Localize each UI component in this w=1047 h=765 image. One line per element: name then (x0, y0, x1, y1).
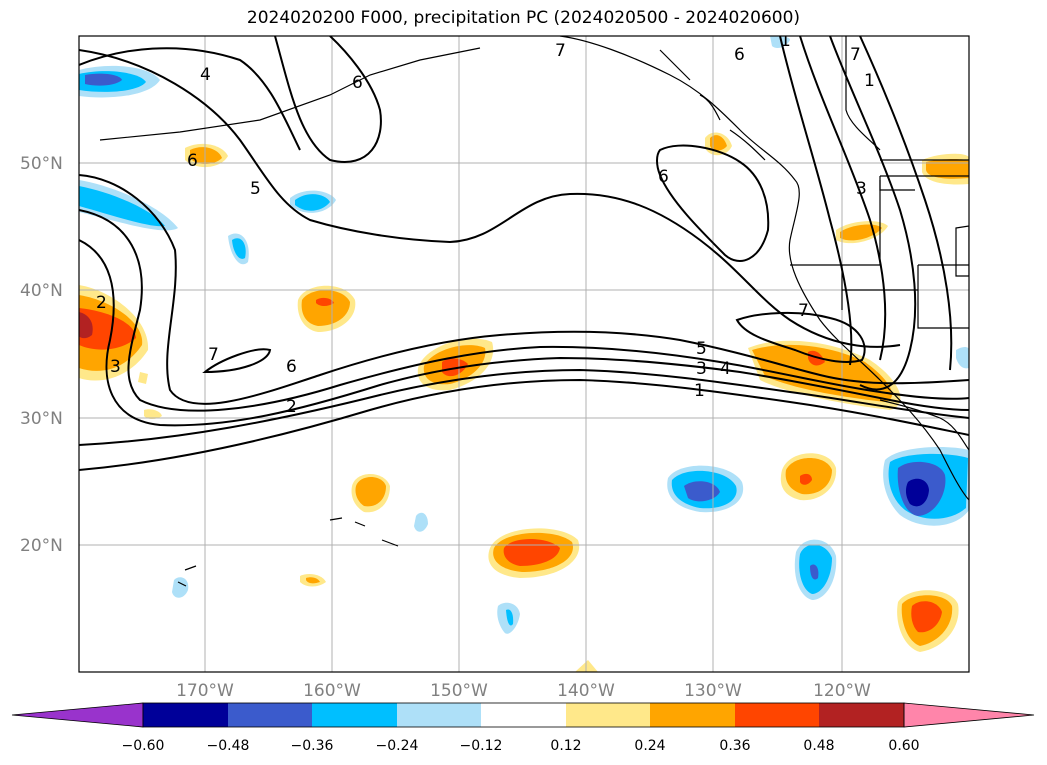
contour-label: 3 (696, 359, 707, 379)
contour-label: 6 (286, 357, 297, 377)
contour-label: 2 (96, 293, 107, 313)
lat-label: 40°N (20, 281, 63, 301)
lat-label: 30°N (20, 409, 63, 429)
graticule (79, 36, 969, 672)
lon-label: 140°W (557, 681, 615, 701)
colorbar-tick-label: 0.60 (888, 738, 919, 754)
contour-label: 1 (864, 71, 875, 91)
map-title: 2024020200 F000, precipitation PC (20240… (246, 8, 801, 28)
contour-label: 7 (555, 41, 566, 61)
contour-label: 6 (187, 151, 198, 171)
colorbar-segment (650, 703, 735, 727)
colorbar-tick-label: −0.36 (291, 738, 334, 754)
lon-label: 150°W (430, 681, 488, 701)
contour-lines (79, 36, 969, 471)
colorbar-segment (228, 703, 312, 727)
colorbar-segment (819, 703, 904, 727)
contour-label: 4 (720, 359, 731, 379)
colorbar-tick-label: 0.12 (550, 738, 581, 754)
contour-label: 6 (734, 45, 745, 65)
contour-label: 2 (286, 397, 297, 417)
lon-label: 160°W (303, 681, 361, 701)
lat-label: 50°N (20, 154, 63, 174)
contour-label: 7 (208, 345, 219, 365)
contour-label: 7 (850, 45, 861, 65)
lon-label: 120°W (813, 681, 871, 701)
colorbar-segment (566, 703, 650, 727)
lon-label: 130°W (684, 681, 742, 701)
contour-label: 1 (694, 381, 705, 401)
contour-label: 1 (780, 31, 791, 51)
contour-label: 3 (110, 357, 121, 377)
colorbar: −0.60 −0.48 −0.36 −0.24 −0.12 0.12 0.24 … (11, 702, 1035, 754)
colorbar-tick-label: 0.48 (803, 738, 834, 754)
contour-label: 3 (856, 179, 867, 199)
lon-label: 170°W (176, 681, 234, 701)
colorbar-tick-label: −0.48 (207, 738, 250, 754)
contour-label: 6 (352, 73, 363, 93)
colorbar-segment (481, 703, 566, 727)
map-frame (78, 35, 970, 673)
colorbar-segment (143, 703, 228, 727)
contour-label: 6 (658, 167, 669, 187)
contour-label: 5 (696, 339, 707, 359)
colorbar-tick-label: −0.12 (460, 738, 503, 754)
colorbar-segment (312, 703, 397, 727)
colorbar-extend-left (11, 702, 144, 728)
colorbar-tick-label: 0.24 (634, 738, 665, 754)
colorbar-extend-right (903, 702, 1035, 728)
contour-label-group: 4 5 6 7 6 1 3 7 6 2 7 5 4 3 1 6 2 3 6 7 … (96, 31, 875, 417)
lat-label: 20°N (20, 536, 63, 556)
contour-label: 7 (798, 301, 809, 321)
colorbar-segment (735, 703, 819, 727)
colorbar-tick-label: −0.24 (376, 738, 419, 754)
colorbar-tick-label: −0.60 (122, 738, 165, 754)
contour-label: 4 (200, 65, 211, 85)
colorbar-tick-label: 0.36 (719, 738, 750, 754)
contour-label: 5 (250, 179, 261, 199)
colorbar-segment (397, 703, 481, 727)
